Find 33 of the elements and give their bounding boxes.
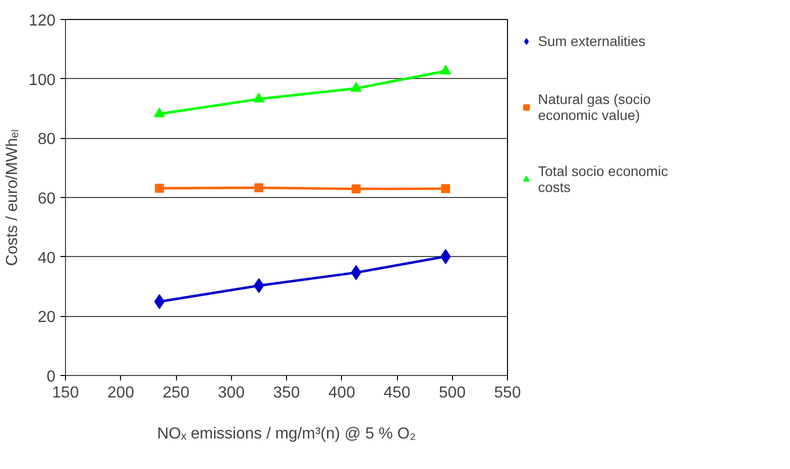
point: [440, 249, 451, 264]
x-tick-label: 550: [494, 384, 521, 402]
x-axis-title: NOₓ emissions / mg/m³(n) @ 5 % O₂: [157, 426, 416, 442]
point: [154, 184, 164, 193]
legend-label: Total socio economic costs: [538, 163, 668, 195]
point: [352, 184, 361, 194]
point: [254, 183, 264, 192]
point: [441, 184, 450, 194]
y-tick-label: 120: [28, 12, 56, 30]
y-tick-label: 0: [46, 368, 56, 386]
point: [154, 294, 165, 310]
point: [254, 278, 264, 294]
point: [253, 92, 264, 102]
y-tick-label: 100: [28, 72, 56, 89]
x-tick-label: 250: [162, 384, 190, 402]
legend-label: Sum externalities: [538, 33, 646, 49]
x-tick-label: 400: [328, 384, 356, 402]
legend-label: Natural gas (socio economic value): [538, 91, 651, 123]
x-tick-label: 150: [52, 384, 79, 402]
x-tick-label: 300: [218, 384, 245, 402]
point: [154, 108, 165, 118]
point: [350, 82, 362, 92]
y-tick-label: 60: [38, 190, 56, 208]
point: [440, 64, 452, 75]
y-axis-title: Costs / euro/MWhₑₗ: [4, 129, 21, 266]
x-tick-label: 450: [384, 384, 410, 402]
x-tick-label: 350: [273, 384, 300, 402]
y-tick-label: 40: [38, 250, 56, 267]
y-tick-label: 20: [38, 309, 56, 326]
x-tick-label: 500: [438, 384, 466, 402]
point: [350, 265, 362, 280]
x-tick-label: 200: [107, 384, 134, 402]
y-tick-label: 80: [38, 131, 56, 148]
